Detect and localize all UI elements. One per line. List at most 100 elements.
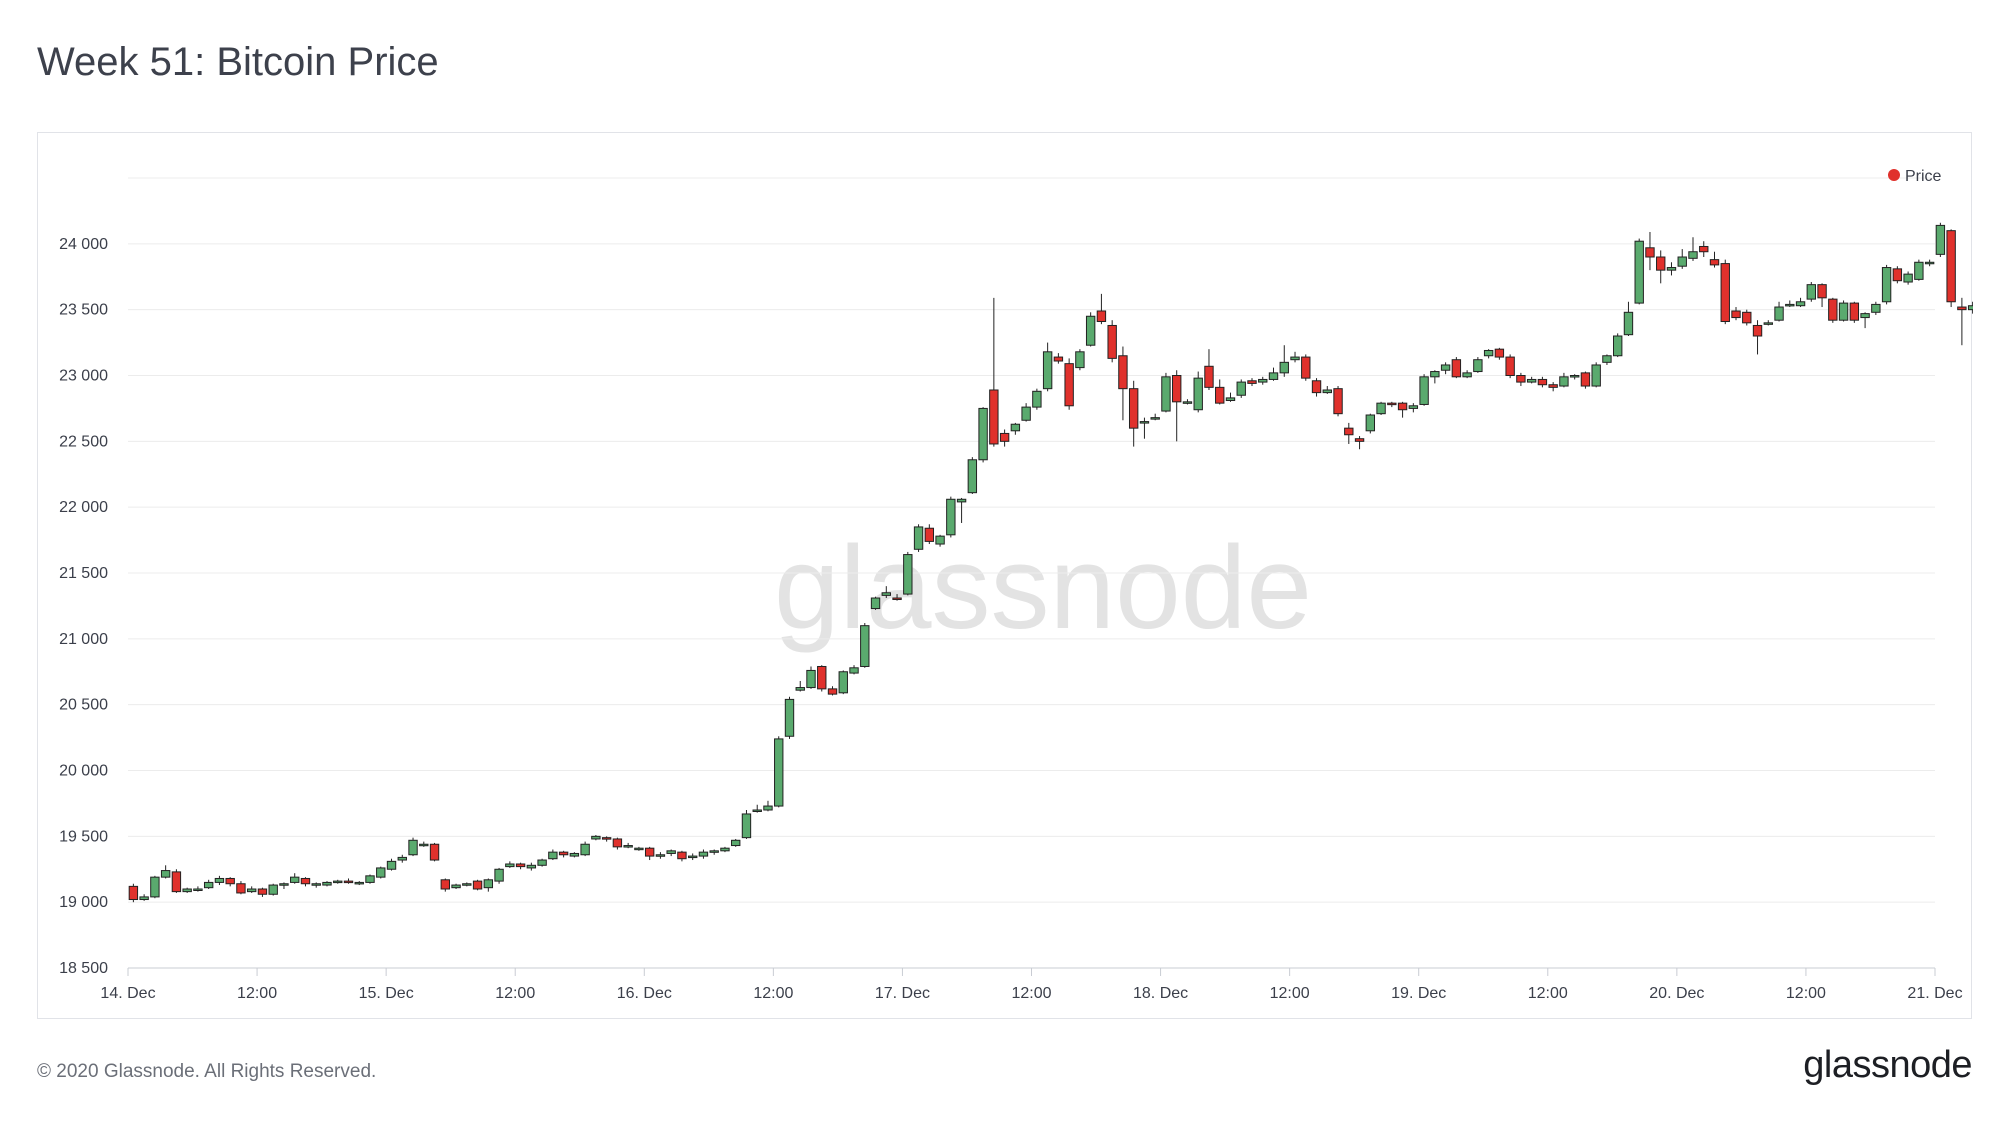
candle-body [1322, 389, 1332, 394]
candle-body [214, 877, 225, 883]
candle-body [290, 876, 300, 883]
candle-body [784, 698, 795, 737]
candle [311, 882, 321, 888]
candle [892, 594, 902, 601]
candle [322, 881, 332, 887]
candle [1828, 297, 1838, 323]
candle [365, 874, 375, 884]
x-tick-label: 12:00 [1011, 985, 1051, 1002]
candle-body [279, 883, 289, 886]
candle [1333, 386, 1343, 417]
candle-body [752, 809, 762, 812]
candle-body [935, 535, 945, 545]
candle-body [903, 554, 913, 595]
candle [1591, 362, 1601, 388]
candle-body [956, 498, 967, 503]
candle-body [1871, 303, 1881, 313]
candle-body [741, 813, 752, 839]
candle-body [515, 863, 526, 868]
candle [870, 596, 881, 610]
candle-body [612, 838, 623, 848]
candle [246, 886, 257, 893]
candle-body [548, 851, 558, 860]
candle [1322, 386, 1332, 394]
x-tick-label: 12:00 [237, 985, 277, 1002]
candle-body [1440, 364, 1451, 371]
candle [1483, 349, 1494, 359]
candle [827, 686, 838, 696]
candle [214, 875, 225, 886]
candle [1634, 238, 1644, 305]
candle [860, 623, 870, 668]
candle [687, 853, 698, 861]
candle [1924, 259, 1935, 267]
candle [677, 850, 687, 862]
candle [763, 800, 773, 812]
candle [591, 835, 601, 841]
candle-body [720, 847, 730, 852]
candle-body [1903, 273, 1913, 283]
candle-body [687, 855, 698, 859]
candle [1580, 371, 1591, 389]
candle [1150, 413, 1160, 421]
candle-body [817, 665, 827, 690]
candle-body [171, 871, 182, 893]
candle [1526, 376, 1537, 384]
candle-body [827, 688, 838, 695]
legend[interactable]: Price [1888, 168, 1942, 185]
candle-body [1699, 245, 1709, 253]
price-chart[interactable]: glassnode 18 500 19 000 19 500 20 000 20 500… [38, 133, 1973, 1020]
candle [580, 841, 590, 857]
candle-body [1709, 259, 1720, 266]
candle-body [1860, 313, 1870, 319]
candle-body [1742, 311, 1752, 324]
candle-body [1075, 351, 1085, 369]
glassnode-logo[interactable]: glassnode [1803, 1044, 1972, 1086]
candle [989, 297, 999, 447]
candle [784, 696, 795, 739]
candle-body [397, 856, 407, 861]
candle [160, 865, 171, 879]
candle [483, 878, 494, 892]
y-tick-label: 23 000 [59, 368, 108, 385]
candle [257, 887, 268, 897]
candle [817, 665, 827, 692]
candle [1709, 251, 1720, 268]
candle-body [1354, 438, 1365, 442]
candle [1451, 357, 1462, 379]
candle-body [913, 526, 924, 550]
candle-body [763, 805, 773, 811]
candle [1849, 301, 1860, 323]
candle [1774, 301, 1784, 322]
candle [505, 861, 515, 868]
candle-body [376, 867, 386, 878]
candle [1645, 231, 1655, 271]
candle [451, 883, 461, 889]
candle [1290, 351, 1300, 363]
candle [1957, 297, 1967, 346]
candle [440, 878, 450, 892]
candle [354, 881, 364, 886]
candle [903, 551, 913, 596]
candle-body [1763, 322, 1773, 325]
candle [1128, 380, 1139, 447]
candle-body [623, 845, 633, 848]
candle-body [182, 888, 192, 893]
candle [1806, 282, 1817, 302]
x-tick-label: 18. Dec [1133, 985, 1188, 1002]
candle [924, 524, 935, 545]
candle [1838, 300, 1849, 322]
candle [1817, 283, 1827, 308]
candle-body [1591, 364, 1601, 387]
y-tick-label: 24 000 [59, 236, 108, 253]
candle-body [1537, 378, 1548, 386]
candle [1505, 354, 1515, 379]
y-tick-label: 21 000 [59, 631, 108, 648]
candle [537, 858, 547, 867]
candle [978, 407, 988, 463]
x-tick-label: 15. Dec [359, 985, 414, 1002]
candle-body [1419, 376, 1429, 405]
candle [1742, 309, 1752, 326]
candle [1344, 422, 1354, 444]
candle-body [1258, 378, 1268, 383]
